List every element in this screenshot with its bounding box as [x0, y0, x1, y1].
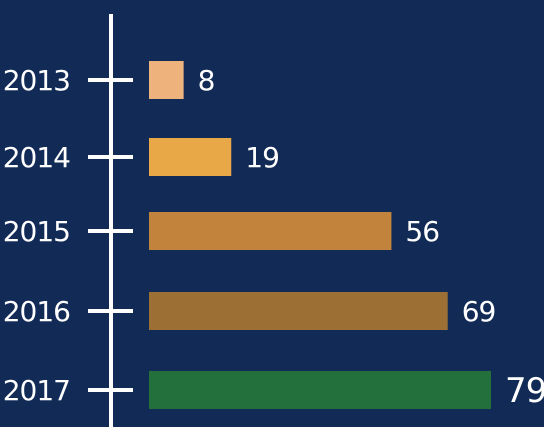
y-tick-label-2016: 2016: [3, 295, 70, 328]
data-label-2013: 8: [198, 64, 215, 97]
y-tick-label-2015: 2015: [3, 215, 70, 248]
data-label-2017: 79: [505, 371, 544, 411]
data-label-2014: 19: [245, 141, 279, 174]
data-label-2016: 69: [462, 295, 496, 328]
y-tick-label-2014: 2014: [3, 141, 70, 174]
bar-2015: [149, 212, 392, 250]
bar-2017: [149, 371, 491, 409]
bar-2016: [149, 292, 448, 330]
bar-2014: [149, 138, 232, 176]
y-tick-label-2017: 2017: [3, 374, 70, 407]
bar-2013: [149, 61, 184, 99]
y-tick-label-2013: 2013: [3, 64, 70, 97]
chart-marks: 2013 8 2014 19 2015 56 2016 69 2017 79: [3, 61, 544, 411]
data-label-2015: 56: [405, 215, 439, 248]
